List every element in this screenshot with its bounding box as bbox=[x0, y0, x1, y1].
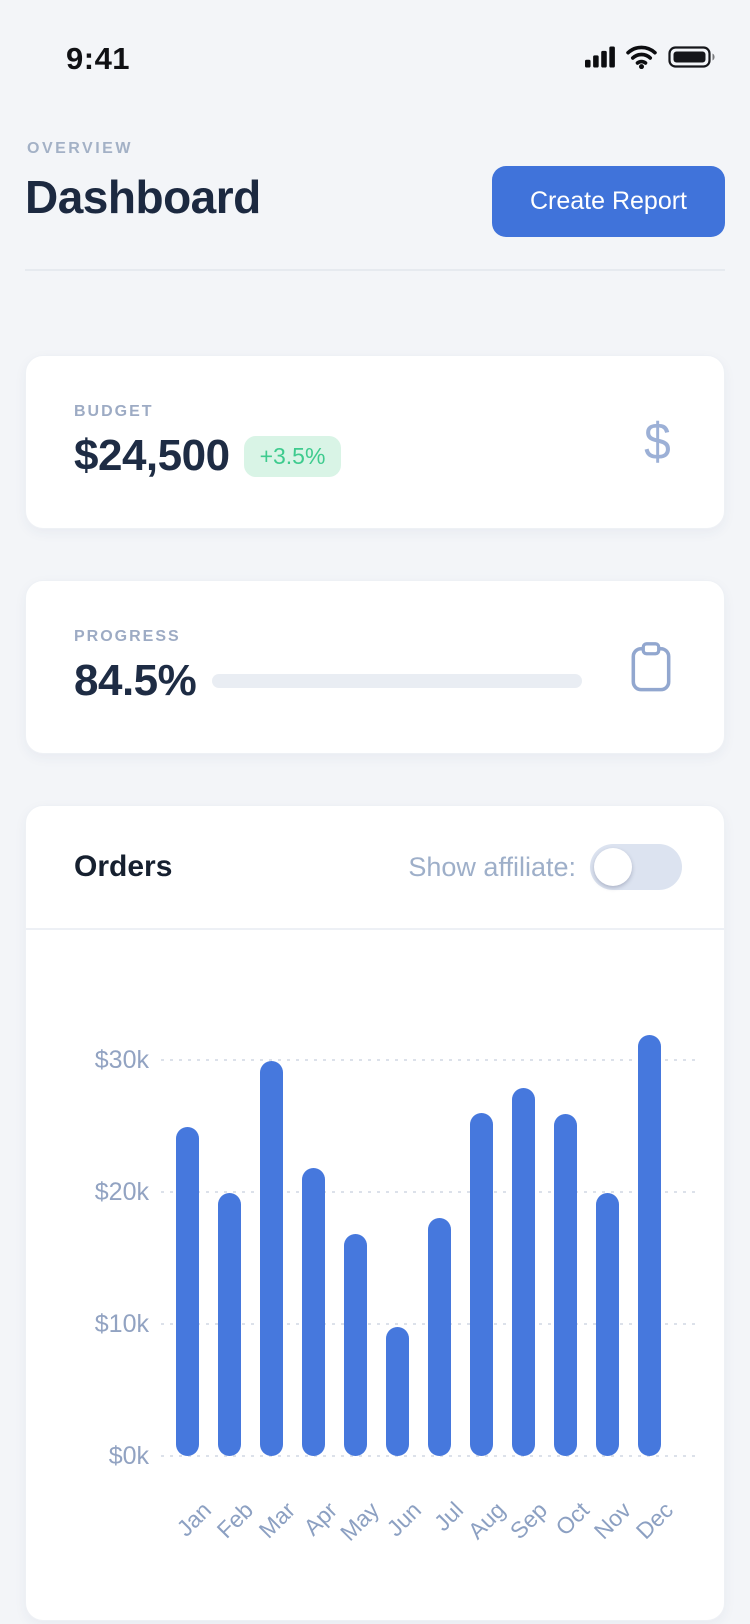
toggle-knob bbox=[594, 848, 632, 886]
gridline-0k bbox=[161, 1455, 698, 1457]
orders-title: Orders bbox=[74, 850, 173, 883]
budget-card: BUDGET $24,500 +3.5% $ bbox=[25, 355, 725, 529]
y-axis-tick-label: $20k bbox=[94, 1178, 149, 1206]
status-time: 9:41 bbox=[66, 41, 131, 76]
bar-jun bbox=[385, 1326, 409, 1456]
bar-apr bbox=[301, 1168, 325, 1456]
bar-feb bbox=[217, 1193, 241, 1456]
progress-card: PROGRESS 84.5% bbox=[25, 580, 725, 754]
orders-header: Orders Show affiliate: bbox=[26, 806, 724, 928]
y-axis-tick-label: $30k bbox=[94, 1046, 149, 1074]
bar-dec bbox=[637, 1034, 661, 1456]
bar-aug bbox=[469, 1112, 493, 1456]
budget-value: $24,500 bbox=[74, 431, 230, 480]
battery-icon bbox=[668, 45, 718, 74]
show-affiliate-toggle[interactable] bbox=[590, 844, 682, 890]
bar-jul bbox=[427, 1218, 451, 1456]
budget-delta-badge: +3.5% bbox=[243, 435, 342, 477]
status-bar: 9:41 bbox=[0, 0, 750, 90]
wifi-icon bbox=[625, 44, 658, 74]
budget-label: BUDGET bbox=[74, 403, 154, 420]
y-axis-tick-label: $10k bbox=[94, 1310, 149, 1338]
page-header: OVERVIEW Dashboard Create Report bbox=[25, 140, 725, 271]
show-affiliate-label: Show affiliate: bbox=[408, 851, 576, 882]
overview-label: OVERVIEW bbox=[27, 140, 133, 157]
orders-card: Orders Show affiliate: $0k $10k $20k $30k Ja… bbox=[25, 805, 725, 1621]
y-axis-tick-label: $0k bbox=[108, 1442, 149, 1470]
gridline-30k bbox=[161, 1059, 698, 1061]
cellular-signal-icon bbox=[585, 45, 615, 73]
dollar-icon: $ bbox=[644, 413, 671, 471]
bar-nov bbox=[595, 1193, 619, 1456]
bar-may bbox=[343, 1234, 367, 1456]
bar-sep bbox=[511, 1087, 535, 1456]
gridline-20k bbox=[161, 1191, 698, 1193]
bar-jan bbox=[175, 1127, 199, 1456]
progress-value: 84.5% bbox=[74, 656, 197, 705]
orders-header-divider bbox=[26, 928, 724, 930]
clipboard-icon bbox=[630, 641, 672, 693]
page-title: Dashboard bbox=[25, 171, 261, 223]
bar-oct bbox=[553, 1114, 577, 1456]
create-report-button[interactable]: Create Report bbox=[491, 166, 725, 237]
orders-bar-chart: $0k $10k $20k $30k Jan Feb Mar Apr May Jun Jul Aug S… bbox=[26, 930, 724, 1620]
bar-mar bbox=[259, 1061, 283, 1456]
status-icons bbox=[585, 44, 718, 74]
header-divider bbox=[25, 269, 725, 271]
progress-bar bbox=[212, 674, 583, 688]
progress-label: PROGRESS bbox=[74, 628, 181, 645]
